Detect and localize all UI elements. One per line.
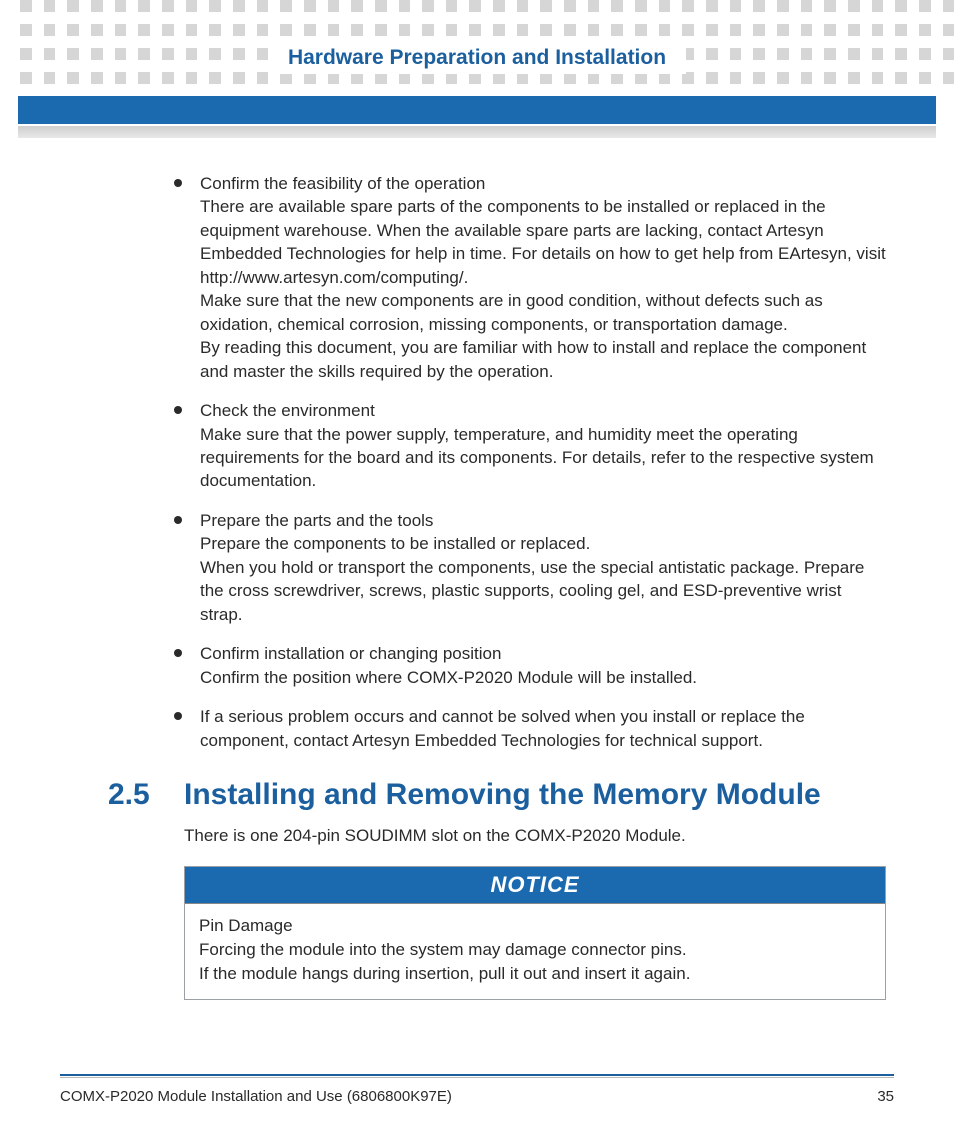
footer-rule-blue: [60, 1074, 894, 1076]
page-footer: COMX-P2020 Module Installation and Use (…: [60, 1074, 894, 1105]
list-item: Check the environmentMake sure that the …: [200, 399, 886, 493]
list-item: Prepare the parts and the toolsPrepare t…: [200, 509, 886, 626]
header-blue-bar: [18, 96, 936, 124]
footer-rule-gray: [60, 1077, 894, 1078]
notice-body: Pin DamageForcing the module into the sy…: [185, 904, 885, 999]
bullet-list: Confirm the feasibility of the operation…: [200, 172, 886, 752]
notice-header: NOTICE: [185, 867, 885, 904]
section-title: Installing and Removing the Memory Modul…: [184, 778, 821, 812]
chapter-title: Hardware Preparation and Installation: [268, 42, 686, 74]
section-intro-text: There is one 204-pin SOUDIMM slot on the…: [184, 826, 894, 846]
notice-box: NOTICE Pin DamageForcing the module into…: [184, 866, 886, 1000]
list-item: Confirm installation or changing positio…: [200, 642, 886, 689]
list-item: If a serious problem occurs and cannot b…: [200, 705, 886, 752]
section-heading: 2.5 Installing and Removing the Memory M…: [108, 778, 894, 812]
header-gray-bar: [18, 126, 936, 138]
list-item: Confirm the feasibility of the operation…: [200, 172, 886, 383]
page-content: Confirm the feasibility of the operation…: [0, 172, 954, 1000]
section-number: 2.5: [108, 778, 184, 812]
footer-page-number: 35: [877, 1088, 894, 1105]
chapter-title-wrap: Hardware Preparation and Installation: [0, 42, 954, 74]
footer-doc-title: COMX-P2020 Module Installation and Use (…: [60, 1088, 452, 1105]
